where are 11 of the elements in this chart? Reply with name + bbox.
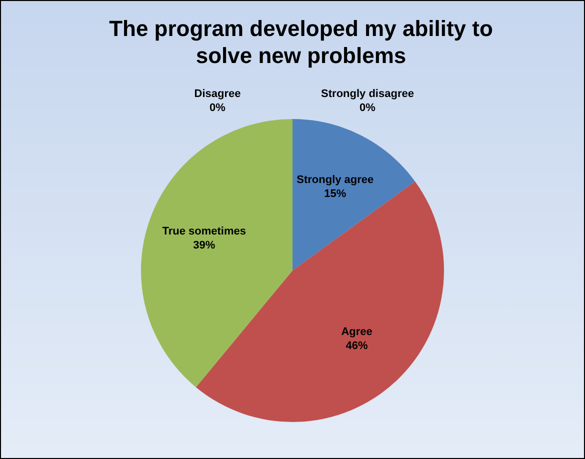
data-label: 46%: [346, 340, 368, 352]
slice-label: True sometimes: [162, 226, 246, 238]
text: 0%: [210, 102, 226, 114]
category-label: Disagree: [194, 88, 241, 100]
data-label: 15%: [324, 188, 346, 200]
chart-title: The program developed my ability to solve new problems: [108, 15, 494, 69]
text: 0%: [360, 102, 376, 114]
data-label: 39%: [193, 240, 216, 252]
slice-label: Strongly agree: [296, 174, 374, 186]
slice-label: Agree: [341, 326, 372, 338]
category-label: Strongly disagree: [321, 88, 414, 100]
